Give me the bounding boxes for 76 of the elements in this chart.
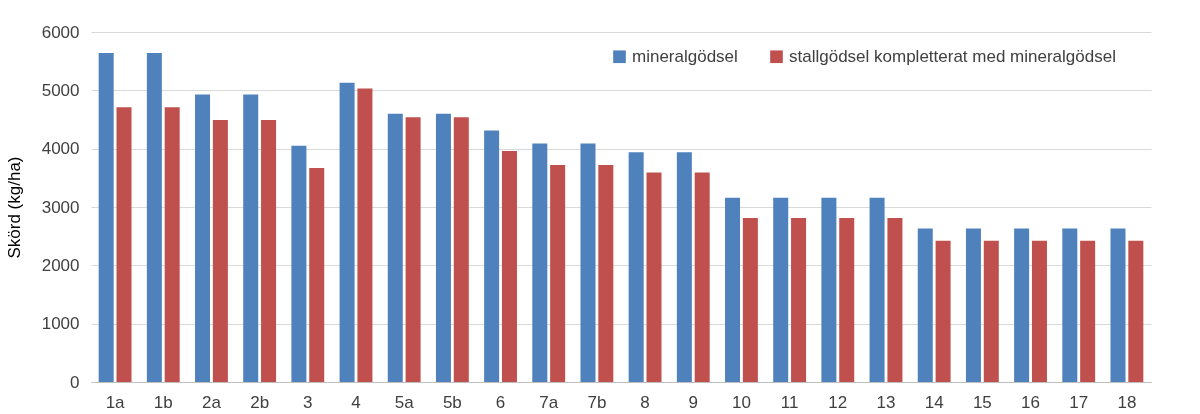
- x-tick-label: 11: [780, 392, 799, 412]
- x-tick-label: 1b: [153, 392, 173, 412]
- bar: [532, 143, 548, 382]
- y-tick-label: 2000: [41, 255, 80, 275]
- y-tick-label: 5000: [41, 80, 80, 100]
- x-tick-label: 17: [1069, 392, 1089, 412]
- bar: [1062, 228, 1078, 382]
- bar: [164, 107, 180, 382]
- y-tick-label: 0: [70, 372, 80, 392]
- x-tick-label: 7a: [539, 392, 559, 412]
- bar: [1014, 228, 1030, 382]
- bar: [243, 94, 259, 382]
- bar: [742, 218, 758, 382]
- bar: [550, 165, 566, 382]
- bar: [261, 120, 277, 382]
- bar: [965, 228, 981, 382]
- bar: [839, 218, 855, 382]
- y-tick-label: 1000: [41, 314, 80, 334]
- x-tick-label: 18: [1117, 392, 1137, 412]
- bar: [983, 240, 999, 382]
- bar: [821, 197, 837, 382]
- bar: [405, 117, 421, 382]
- x-tick-label: 10: [731, 392, 751, 412]
- bar: [387, 113, 403, 382]
- bar: [501, 151, 517, 382]
- x-tick-label: 16: [1021, 392, 1041, 412]
- bar: [484, 130, 500, 382]
- x-tick-label: 1a: [105, 392, 126, 412]
- bar: [725, 197, 741, 382]
- bar: [291, 145, 307, 382]
- x-tick-label: 8: [640, 392, 650, 412]
- x-tick-label: 2a: [201, 392, 222, 412]
- x-tick-label: 14: [924, 392, 944, 412]
- y-axis-title: Skörd (kg/ha): [4, 156, 24, 259]
- legend-label: stallgödsel kompletterat med mineralgödsel: [789, 46, 1116, 66]
- bar: [195, 94, 211, 382]
- bar: [628, 152, 644, 382]
- x-tick-label: 6: [495, 392, 506, 412]
- bar: [212, 120, 228, 382]
- legend-label: mineralgödsel: [632, 46, 738, 66]
- bar: [694, 172, 710, 382]
- bar: [1110, 228, 1126, 382]
- x-tick-label: 13: [876, 392, 896, 412]
- bar: [917, 228, 933, 382]
- x-tick-label: 12: [828, 392, 848, 412]
- bar: [116, 107, 132, 382]
- bar: [357, 88, 373, 382]
- bar: [339, 82, 355, 382]
- bar: [1080, 240, 1096, 382]
- bar: [869, 197, 885, 382]
- bar: [887, 218, 903, 382]
- bar: [146, 53, 162, 382]
- x-tick-label: 7b: [587, 392, 607, 412]
- x-tick-label: 15: [972, 392, 992, 412]
- bar: [1128, 240, 1144, 382]
- bar: [935, 240, 951, 382]
- x-tick-label: 9: [688, 392, 699, 412]
- bar: [453, 117, 469, 382]
- bar: [676, 152, 692, 382]
- x-tick-label: 3: [303, 392, 313, 412]
- bar: [1031, 240, 1047, 382]
- bar: [598, 165, 614, 382]
- bar: [309, 167, 325, 382]
- y-tick-label: 6000: [41, 22, 80, 42]
- x-tick-label: 2b: [250, 392, 270, 412]
- y-tick-label: 4000: [41, 139, 80, 159]
- bar: [646, 172, 662, 382]
- x-tick-label: 4: [351, 392, 361, 412]
- bar: [435, 113, 451, 382]
- bar: [98, 53, 114, 382]
- bar: [580, 143, 596, 382]
- bar: [791, 218, 807, 382]
- bar: [773, 197, 789, 382]
- x-tick-label: 5b: [442, 392, 462, 412]
- x-tick-label: 5a: [394, 392, 415, 412]
- y-tick-label: 3000: [41, 197, 80, 217]
